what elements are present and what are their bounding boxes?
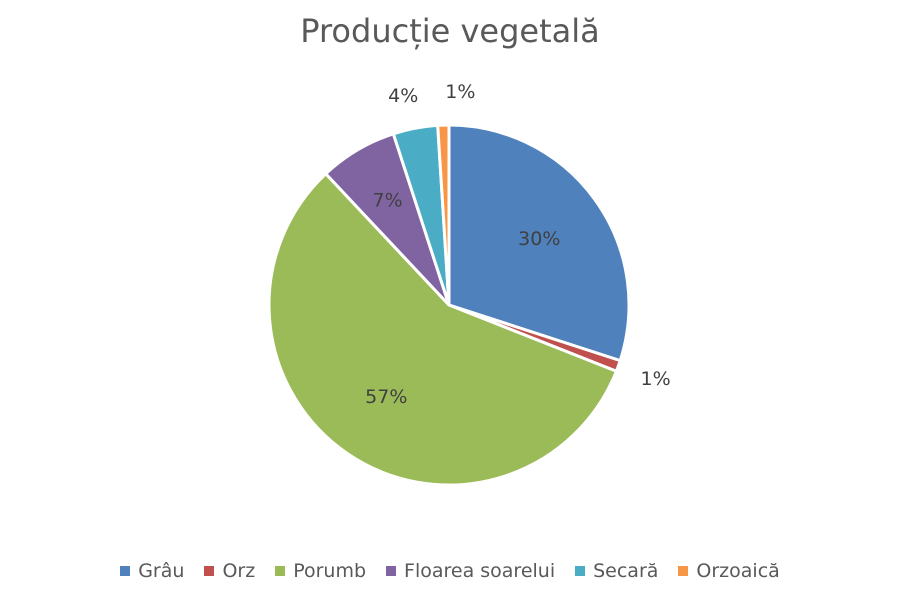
- legend-swatch-floarea-soarelui: [386, 566, 397, 576]
- pie-slice-orzoaica: [436, 123, 451, 307]
- pie-slice-grau: [447, 123, 631, 363]
- data-label-orzoaica: 1%: [445, 81, 475, 103]
- data-label-porumb: 57%: [365, 386, 407, 408]
- legend-swatch-orzoaica: [678, 566, 689, 576]
- legend-item-secara: Secară: [575, 560, 658, 582]
- legend-swatch-porumb: [275, 566, 286, 576]
- legend-swatch-secara: [575, 566, 586, 576]
- legend-swatch-grau: [120, 566, 131, 576]
- legend-item-grau: Grâu: [120, 560, 184, 582]
- legend-swatch-orz: [204, 566, 215, 576]
- legend-item-orz: Orz: [204, 560, 255, 582]
- data-label-floarea-soarelui: 7%: [373, 190, 403, 212]
- data-label-secara: 4%: [388, 85, 418, 107]
- legend-label-grau: Grâu: [138, 560, 185, 582]
- data-label-grau: 30%: [518, 228, 560, 250]
- legend-label-orz: Orz: [222, 560, 256, 582]
- legend-item-orzoaica: Orzoaică: [678, 560, 780, 582]
- legend-label-secara: Secară: [593, 560, 659, 582]
- legend-label-porumb: Porumb: [293, 560, 367, 582]
- legend-item-floarea-soarelui: Floarea soarelui: [386, 560, 555, 582]
- chart-legend: Grâu Orz Porumb Floarea soarelui Secară Orzoa…: [0, 560, 900, 582]
- chart-title: Producție vegetală: [300, 12, 600, 50]
- legend-label-orzoaica: Orzoaică: [696, 560, 780, 582]
- data-label-orz: 1%: [641, 368, 671, 390]
- pie-slice-porumb: [267, 172, 618, 487]
- legend-label-floarea-soarelui: Floarea soarelui: [404, 560, 556, 582]
- legend-item-porumb: Porumb: [275, 560, 366, 582]
